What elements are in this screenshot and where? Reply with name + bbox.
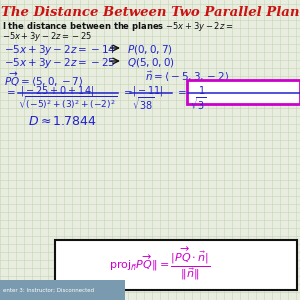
Text: $|-25+0+14|$: $|-25+0+14|$ <box>20 84 94 98</box>
Text: enter 3: Instructor; Disconnected: enter 3: Instructor; Disconnected <box>3 287 94 292</box>
Bar <box>55 240 297 290</box>
Bar <box>0 280 125 300</box>
Text: $\sqrt{(-5)^2+(3)^2+(-2)^2}$: $\sqrt{(-5)^2+(3)^2+(-2)^2}$ <box>18 95 118 112</box>
Text: $-5x+3y-2z=-25$: $-5x+3y-2z=-25$ <box>4 56 116 70</box>
Text: $-5x+3y-2z=-25$: $-5x+3y-2z=-25$ <box>2 30 92 43</box>
Text: The Distance Between Two Parallel Plan: The Distance Between Two Parallel Plan <box>1 6 299 19</box>
Text: $\sqrt{38}$: $\sqrt{38}$ <box>132 95 154 112</box>
Text: $=$: $=$ <box>4 88 16 97</box>
Text: $\overrightarrow{PQ}=\langle 5,0,-7\rangle$: $\overrightarrow{PQ}=\langle 5,0,-7\rang… <box>4 70 83 88</box>
Text: $|-11|$: $|-11|$ <box>132 84 164 98</box>
Text: $=$: $=$ <box>175 88 186 97</box>
Text: $1$: $1$ <box>198 84 205 96</box>
Text: $D\approx 1.7844$: $D\approx 1.7844$ <box>28 115 97 128</box>
Text: $\vec{n}=\langle -5,3,-2\rangle$: $\vec{n}=\langle -5,3,-2\rangle$ <box>145 70 229 85</box>
Text: $P(0,0,7)$: $P(0,0,7)$ <box>127 43 173 56</box>
Text: $\mathbf{l}$ the distance between the planes $-5x+3y-2z=$: $\mathbf{l}$ the distance between the pl… <box>2 20 233 33</box>
Text: $Q(5,0,0)$: $Q(5,0,0)$ <box>127 56 175 69</box>
Text: $-5x+3y-2z=-14$: $-5x+3y-2z=-14$ <box>4 43 116 57</box>
Text: $=$: $=$ <box>121 88 133 97</box>
Text: $\sqrt{3}$: $\sqrt{3}$ <box>190 95 206 112</box>
Bar <box>187 80 300 104</box>
Text: $\mathrm{proj}_{\vec{n}}\overrightarrow{PQ}\|=\dfrac{|\overrightarrow{PQ}\cdot\v: $\mathrm{proj}_{\vec{n}}\overrightarrow{… <box>109 246 211 282</box>
